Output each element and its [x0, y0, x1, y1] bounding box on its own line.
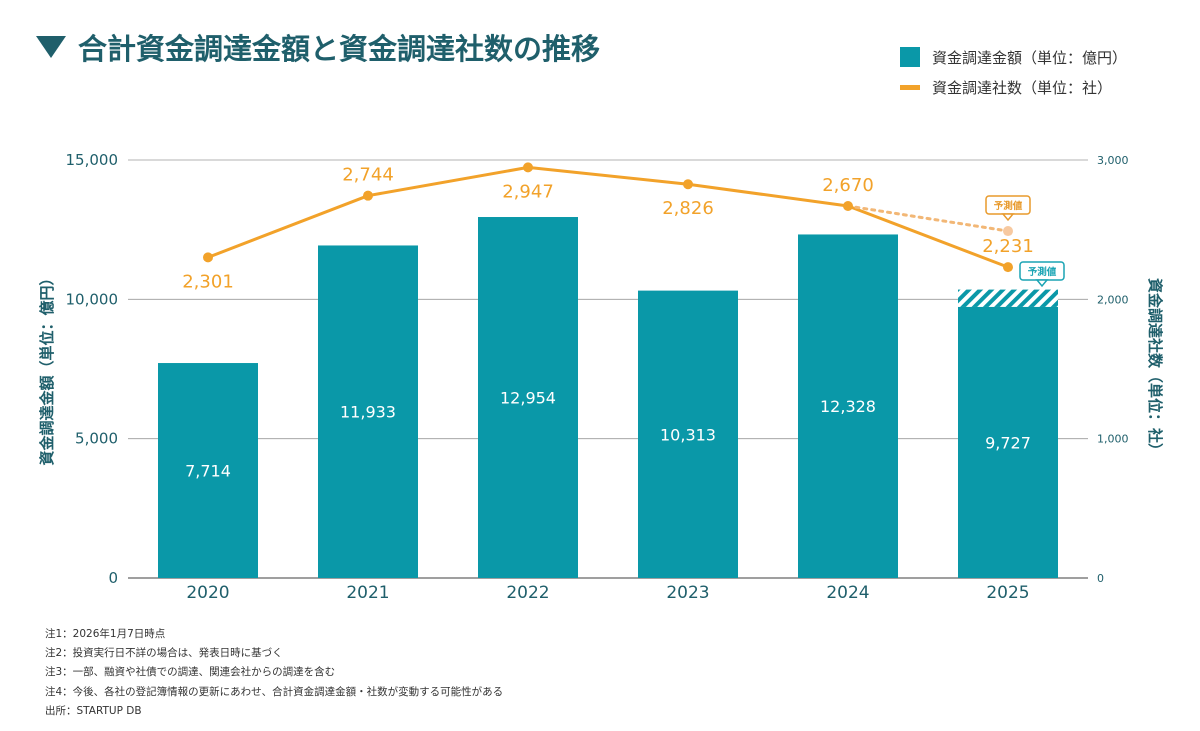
forecast-line: [846, 204, 1010, 233]
bar-value-label: 12,328: [820, 397, 876, 416]
bar-2023: [638, 290, 738, 578]
x-tick-label: 2021: [346, 583, 389, 603]
bar-value-label: 9,727: [985, 433, 1031, 452]
bar-2021: [318, 245, 418, 578]
line-point-2020: [203, 252, 213, 263]
triangle-down-icon: [36, 36, 66, 58]
y-left-tick-label: 10,000: [66, 290, 119, 308]
bar-value-label: 11,933: [340, 403, 396, 422]
legend-item-count: 資金調達社数（単位：社）: [900, 72, 1127, 102]
y-right-tick-label: 2,000: [1097, 293, 1129, 306]
bar-2022: [478, 217, 578, 578]
y-right-tick-label: 3,000: [1097, 154, 1129, 167]
forecast-tag-count-pointer: [1001, 213, 1015, 222]
x-tick-label: 2020: [186, 583, 229, 603]
forecast-tag-amount-pointer: [1035, 279, 1049, 288]
y-right-tick-label: 1,000: [1097, 433, 1129, 446]
footnote: 注2：投資実行日不詳の場合は、発表日時に基づく: [45, 647, 283, 660]
forecast-tag-count-text: 予測値: [994, 200, 1023, 212]
footnotes: 注1：2026年1月7日時点 注2：投資実行日不詳の場合は、発表日時に基づく 注…: [45, 625, 503, 721]
x-tick-label: 2023: [666, 583, 709, 603]
line-value-label: 2,301: [182, 271, 234, 292]
bar-2024: [798, 234, 898, 579]
y-left-tick-label: 15,000: [66, 151, 119, 169]
legend-item-amount: 資金調達金額（単位：億円）: [900, 42, 1127, 72]
footnote: 注3：一部、融資や社債での調達、関連会社からの調達を含む: [45, 666, 336, 679]
y-axis-right-label: 資金調達社数（単位：社）: [1146, 278, 1164, 458]
x-tick-label: 2024: [826, 583, 869, 603]
bar-value-label: 7,714: [185, 462, 231, 481]
y-left-tick-label: 0: [108, 569, 118, 587]
legend-label-count: 資金調達社数（単位：社）: [932, 78, 1113, 97]
line-point-2023: [683, 179, 693, 190]
chart-legend: 資金調達金額（単位：億円） 資金調達社数（単位：社）: [900, 42, 1127, 102]
x-tick-label: 2022: [506, 583, 549, 603]
bar-value-label: 12,954: [500, 389, 556, 408]
legend-swatch-bar: [900, 47, 920, 67]
forecast-point: [1003, 226, 1013, 237]
forecast-tag-count: 予測値: [985, 195, 1031, 222]
forecast-tag-amount-text: 予測値: [1028, 266, 1057, 278]
bar-2025: [958, 306, 1058, 578]
footnote: 注4：今後、各社の登記簿情報の更新にあわせ、合計資金調達金額・社数が変動する可能…: [45, 685, 504, 698]
line-point-2022: [523, 162, 533, 173]
bar-value-label: 10,313: [660, 425, 716, 444]
x-tick-label: 2025: [986, 583, 1029, 603]
legend-label-amount: 資金調達金額（単位：億円）: [932, 48, 1128, 67]
forecast-bar-segment: [958, 289, 1058, 307]
line-point-2025: [1003, 262, 1013, 273]
line-point-2021: [363, 190, 373, 201]
chart-title: 合計資金調達金額と資金調達社数の推移: [36, 26, 600, 68]
line-value-label: 2,744: [342, 165, 394, 186]
line-value-label: 2,826: [662, 198, 714, 219]
forecast-tag-amount: 予測値: [1019, 261, 1065, 288]
footnote: 注1：2026年1月7日時点: [45, 628, 166, 640]
line-value-label: 2,670: [822, 175, 874, 196]
source-note: 出所：STARTUP DB: [45, 704, 142, 717]
line-value-label: 2,231: [982, 236, 1034, 257]
legend-swatch-line: [900, 84, 920, 90]
line-value-label: 2,947: [502, 181, 554, 202]
y-right-tick-label: 0: [1097, 572, 1104, 585]
line-point-2024: [843, 200, 853, 211]
y-axis-left-label: 資金調達金額（単位：億円）: [38, 270, 56, 465]
line-series-path: [207, 165, 1009, 269]
y-left-tick-label: 5,000: [75, 430, 118, 448]
chart-title-text: 合計資金調達金額と資金調達社数の推移: [78, 32, 601, 66]
bar-2020: [158, 363, 258, 578]
